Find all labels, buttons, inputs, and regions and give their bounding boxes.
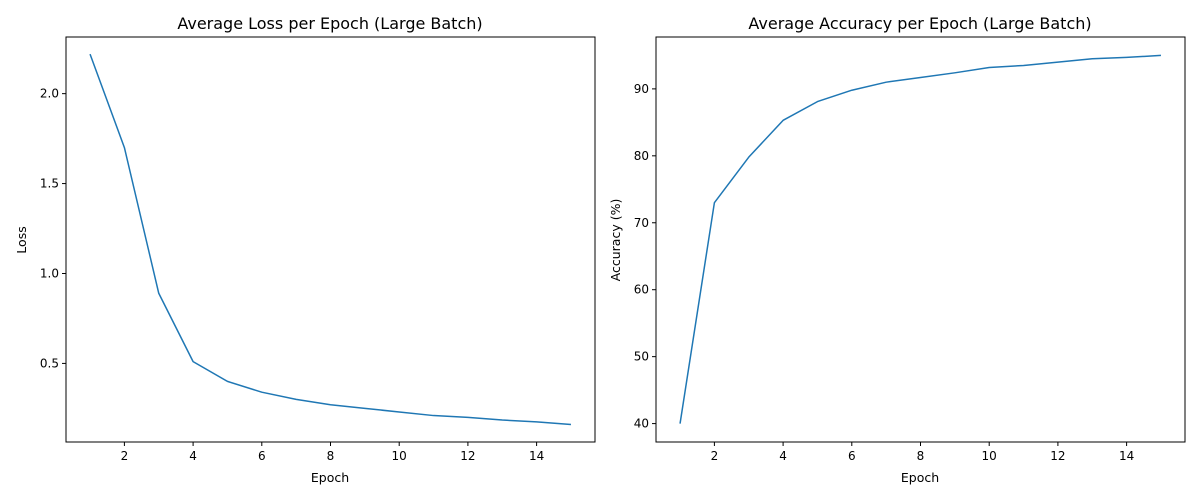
x-tick-label: 6 [848, 449, 856, 463]
y-tick-label: 1.0 [40, 266, 59, 280]
x-tick-label: 4 [779, 449, 787, 463]
y-tick-label: 90 [634, 82, 649, 96]
x-tick-label: 4 [189, 449, 197, 463]
x-tick-label: 12 [460, 449, 475, 463]
x-tick-label: 2 [121, 449, 129, 463]
x-tick-label: 10 [982, 449, 997, 463]
y-tick-label: 0.5 [40, 356, 59, 370]
plot-frame [655, 36, 1186, 443]
x-tick-label: 14 [1119, 449, 1134, 463]
y-tick-label: 80 [634, 149, 649, 163]
x-axis-label: Epoch [311, 470, 349, 485]
x-tick-label: 14 [529, 449, 544, 463]
y-axis: 40 50 60 70 80 90 [634, 82, 656, 431]
y-tick-label: 70 [634, 216, 649, 230]
x-axis: 2 4 6 8 10 12 14 [711, 442, 1134, 463]
y-axis: 0.5 1.0 1.5 2.0 [40, 87, 66, 370]
y-tick-label: 50 [634, 350, 649, 364]
x-tick-label: 12 [1050, 449, 1065, 463]
x-tick-label: 2 [711, 449, 719, 463]
x-tick-label: 10 [392, 449, 407, 463]
x-axis-label: Epoch [901, 470, 939, 485]
y-axis-label: Accuracy (%) [608, 199, 623, 282]
y-tick-label: 2.0 [40, 87, 59, 101]
x-tick-label: 8 [917, 449, 925, 463]
x-tick-label: 6 [258, 449, 266, 463]
x-axis: 2 4 6 8 10 12 14 [121, 442, 544, 463]
chart-title: Average Loss per Epoch (Large Batch) [177, 14, 482, 33]
loss-chart: Average Loss per Epoch (Large Batch) 2 4 6… [14, 14, 596, 485]
y-tick-label: 1.5 [40, 177, 59, 191]
accuracy-chart: Average Accuracy per Epoch (Large Batch)… [608, 14, 1186, 485]
y-axis-label: Loss [14, 226, 29, 253]
series-line [89, 53, 572, 426]
x-tick-label: 8 [327, 449, 335, 463]
y-tick-label: 40 [634, 417, 649, 431]
chart-title: Average Accuracy per Epoch (Large Batch) [748, 14, 1091, 33]
series-lines [89, 53, 572, 426]
series-line [679, 54, 1161, 424]
y-tick-label: 60 [634, 283, 649, 297]
series-lines [679, 54, 1161, 424]
